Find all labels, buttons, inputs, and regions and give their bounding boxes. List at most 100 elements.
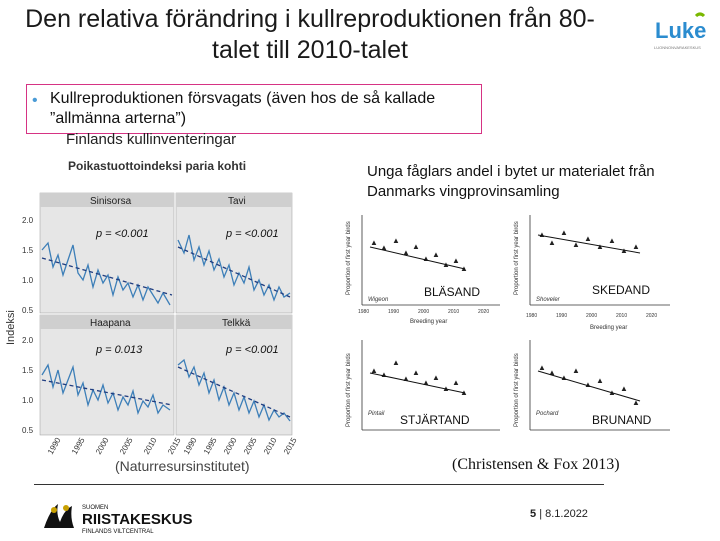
svg-text:p = <0.001: p = <0.001 bbox=[95, 228, 149, 240]
svg-text:▲: ▲ bbox=[596, 242, 604, 251]
caption-right: (Christensen & Fox 2013) bbox=[452, 456, 620, 473]
svg-text:1990: 1990 bbox=[556, 313, 567, 319]
page-separator: | bbox=[539, 508, 546, 520]
riistakeskus-logo: SUOMEN RIISTAKESKUS FINLANDS VILTCENTRAL bbox=[40, 500, 220, 536]
svg-text:▲: ▲ bbox=[620, 384, 628, 393]
label-stjartand: STJÄRTAND bbox=[400, 413, 470, 427]
right-subheading: Unga fåglars andel i bytet ur materialet… bbox=[367, 163, 655, 200]
luke-logo: Luke LUONNONVARAKESKUS bbox=[652, 12, 712, 52]
page-date: 8.1.2022 bbox=[545, 508, 588, 520]
svg-text:Pochard: Pochard bbox=[536, 411, 559, 417]
svg-text:Telkkä: Telkkä bbox=[222, 318, 251, 329]
svg-text:p = <0.001: p = <0.001 bbox=[225, 344, 279, 356]
label-blasand: BLÄSAND bbox=[424, 285, 481, 299]
svg-text:▲: ▲ bbox=[596, 376, 604, 385]
svg-text:Proportion of first year birds: Proportion of first year birds bbox=[346, 221, 352, 295]
svg-text:▲: ▲ bbox=[422, 378, 430, 387]
bullet-text: Kullreproduktionen försvagats (även hos … bbox=[50, 90, 436, 127]
svg-text:▲: ▲ bbox=[538, 363, 546, 372]
plot-blasand: Wigeon Proportion of first year birds Br… bbox=[346, 215, 500, 325]
svg-text:Pintail: Pintail bbox=[368, 411, 385, 417]
svg-text:2.0: 2.0 bbox=[22, 336, 34, 345]
svg-text:Tavi: Tavi bbox=[228, 196, 246, 207]
svg-text:▲: ▲ bbox=[584, 380, 592, 389]
svg-text:Proportion of first year birds: Proportion of first year birds bbox=[346, 353, 352, 427]
svg-text:1.0: 1.0 bbox=[22, 396, 34, 405]
svg-text:▲: ▲ bbox=[632, 398, 640, 407]
svg-text:▲: ▲ bbox=[412, 242, 420, 251]
svg-text:▲: ▲ bbox=[370, 366, 378, 375]
svg-text:▲: ▲ bbox=[380, 370, 388, 379]
footer-divider bbox=[34, 484, 604, 485]
plot-stjartand: Pintail Proportion of first year birds ▲… bbox=[346, 340, 500, 431]
svg-text:▲: ▲ bbox=[432, 373, 440, 382]
svg-text:▲: ▲ bbox=[548, 238, 556, 247]
page-info: 5 | 8.1.2022 bbox=[530, 508, 588, 520]
svg-text:1.5: 1.5 bbox=[22, 246, 34, 255]
bullet-highlight-box bbox=[26, 84, 482, 134]
left-chart-title: Poikastuottoindeksi paria kohti bbox=[68, 159, 246, 173]
svg-text:2000: 2000 bbox=[418, 309, 429, 315]
svg-text:▲: ▲ bbox=[380, 243, 388, 252]
svg-text:2010: 2010 bbox=[448, 309, 459, 315]
page-number: 5 bbox=[530, 508, 537, 520]
label-brunand: BRUNAND bbox=[592, 413, 652, 427]
label-skedand: SKEDAND bbox=[592, 283, 651, 297]
svg-text:0.5: 0.5 bbox=[22, 426, 34, 435]
svg-text:2.0: 2.0 bbox=[22, 216, 34, 225]
finnish-index-chart: Poikastuottoindeksi paria kohti Indeksi … bbox=[0, 155, 330, 475]
svg-text:▲: ▲ bbox=[538, 230, 546, 239]
svg-text:Shoveler: Shoveler bbox=[536, 297, 561, 303]
svg-text:2010: 2010 bbox=[616, 313, 627, 319]
svg-text:1980: 1980 bbox=[358, 309, 369, 315]
svg-text:▲: ▲ bbox=[548, 368, 556, 377]
svg-text:▲: ▲ bbox=[370, 238, 378, 247]
bullet-icon: • bbox=[32, 92, 38, 109]
svg-text:Breeding year: Breeding year bbox=[410, 319, 447, 325]
svg-text:▲: ▲ bbox=[584, 234, 592, 243]
svg-text:SUOMEN: SUOMEN bbox=[82, 505, 108, 511]
svg-text:▲: ▲ bbox=[560, 373, 568, 382]
svg-text:▲: ▲ bbox=[392, 358, 400, 367]
plot-skedand: Shoveler Proportion of first year birds … bbox=[514, 215, 670, 331]
svg-text:▲: ▲ bbox=[402, 248, 410, 257]
svg-text:▲: ▲ bbox=[412, 368, 420, 377]
svg-text:1990: 1990 bbox=[388, 309, 399, 315]
svg-text:▲: ▲ bbox=[432, 250, 440, 259]
svg-text:Proportion of first year birds: Proportion of first year birds bbox=[514, 221, 520, 295]
svg-text:▲: ▲ bbox=[608, 236, 616, 245]
svg-text:▲: ▲ bbox=[572, 240, 580, 249]
svg-text:▲: ▲ bbox=[560, 228, 568, 237]
svg-text:p = <0.001: p = <0.001 bbox=[225, 228, 279, 240]
svg-text:p = 0.013: p = 0.013 bbox=[95, 344, 143, 356]
svg-text:Proportion of first year birds: Proportion of first year birds bbox=[514, 353, 520, 427]
slide-title: Den relativa förändring i kullreprodukti… bbox=[25, 5, 595, 64]
svg-text:▲: ▲ bbox=[452, 378, 460, 387]
svg-text:Luke: Luke bbox=[655, 18, 706, 43]
left-panel-tavi bbox=[175, 192, 293, 314]
danish-wing-survey-plots: Wigeon Proportion of first year birds Br… bbox=[346, 215, 670, 431]
svg-text:Breeding year: Breeding year bbox=[590, 325, 627, 331]
svg-text:1.5: 1.5 bbox=[22, 366, 34, 375]
svg-text:Wigeon: Wigeon bbox=[368, 297, 389, 303]
left-panel-haapana bbox=[39, 314, 175, 436]
svg-text:Sinisorsa: Sinisorsa bbox=[90, 196, 132, 207]
left-panel-telkka bbox=[175, 314, 293, 436]
left-ylabel: Indeksi bbox=[5, 310, 17, 345]
svg-text:2020: 2020 bbox=[478, 309, 489, 315]
svg-text:Haapana: Haapana bbox=[90, 318, 131, 329]
svg-text:▲: ▲ bbox=[402, 374, 410, 383]
svg-text:2000: 2000 bbox=[586, 313, 597, 319]
left-subheading: Finlands kullinventeringar bbox=[66, 131, 237, 148]
svg-text:1.0: 1.0 bbox=[22, 276, 34, 285]
svg-text:2020: 2020 bbox=[646, 313, 657, 319]
svg-text:0.5: 0.5 bbox=[22, 306, 34, 315]
svg-text:▲: ▲ bbox=[452, 256, 460, 265]
svg-text:▲: ▲ bbox=[632, 242, 640, 251]
svg-text:LUONNONVARAKESKUS: LUONNONVARAKESKUS bbox=[654, 45, 701, 50]
svg-text:▲: ▲ bbox=[572, 366, 580, 375]
svg-text:▲: ▲ bbox=[422, 254, 430, 263]
svg-text:RIISTAKESKUS: RIISTAKESKUS bbox=[82, 511, 193, 528]
caption-left: (Naturresursinstitutet) bbox=[115, 458, 250, 474]
left-panel-sinisorsa bbox=[39, 192, 175, 314]
